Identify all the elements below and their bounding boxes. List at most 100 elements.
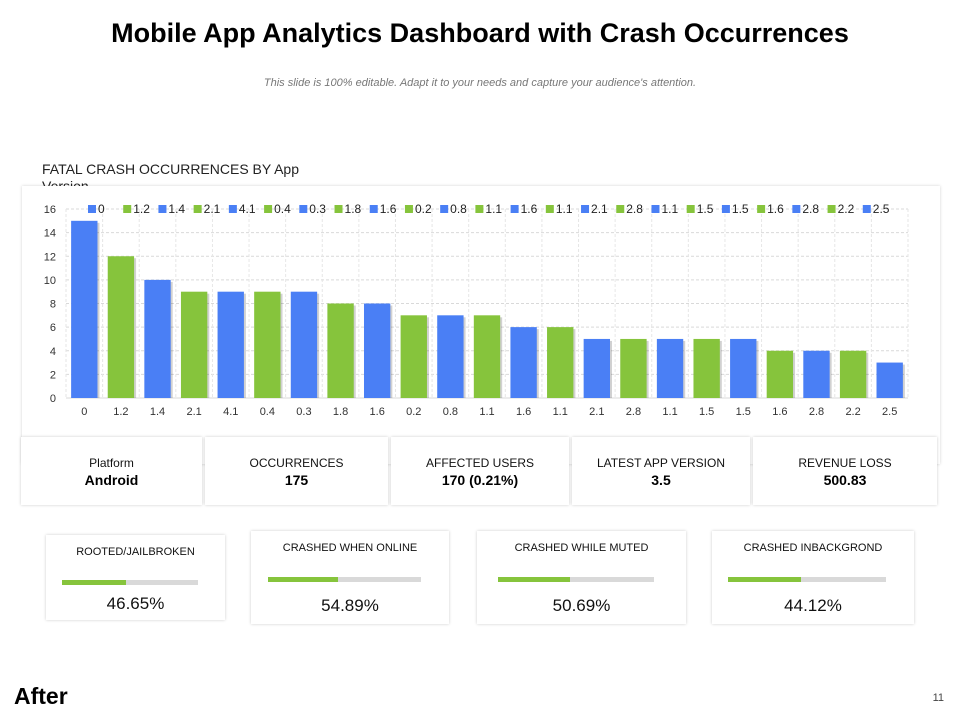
x-tick-label: 0.8 (443, 406, 458, 418)
metric-value: 54.89% (321, 596, 379, 615)
x-tick-label: 1.1 (553, 406, 568, 418)
legend-swatch (228, 205, 237, 213)
x-tick-label: 2.5 (882, 406, 897, 418)
x-tick-label: 0.2 (406, 406, 421, 418)
bar (437, 315, 464, 398)
stat-value: 170 (0.21%) (441, 472, 519, 488)
metric-label: ROOTED/JAILBROKEN (76, 546, 195, 558)
x-tick-label: 1.6 (370, 406, 385, 418)
bar (144, 279, 171, 398)
legend-label: 1.1 (485, 202, 502, 216)
legend-label: 0.3 (309, 202, 326, 216)
bar (180, 291, 208, 398)
legend-swatch (193, 205, 202, 213)
legend-label: 2.1 (591, 202, 608, 216)
x-tick-label: 1.8 (333, 406, 348, 418)
metric-card-background: CRASHED INBACKGROND 44.12% (712, 531, 914, 624)
y-tick-label: 6 (50, 322, 56, 334)
legend-label: 2.2 (838, 202, 855, 216)
metric-value: 50.69% (552, 596, 611, 615)
legend-swatch (827, 205, 836, 213)
x-tick-label: 2.8 (626, 406, 641, 418)
legend-label: 2.5 (873, 202, 890, 216)
metric-progress-fill (268, 577, 339, 582)
stat-value: 3.5 (651, 472, 671, 488)
slide-title: Mobile App Analytics Dashboard with Cras… (111, 18, 849, 48)
legend-swatch (686, 205, 695, 213)
metric-label: CRASHED INBACKGROND (743, 542, 883, 554)
bar (400, 315, 427, 398)
y-tick-label: 8 (50, 299, 56, 311)
legend-swatch (616, 205, 625, 213)
metric-progress-track (268, 577, 421, 582)
metric-value: 46.65% (106, 594, 165, 613)
legend-label: 4.1 (239, 202, 256, 216)
stat-value: 175 (284, 472, 309, 488)
legend-label: 0 (98, 202, 105, 216)
y-tick-label: 12 (44, 251, 56, 263)
legend-label: 2.8 (802, 202, 819, 216)
metric-label: CRASHED WHILE MUTED (514, 542, 649, 554)
legend-label: 0.8 (450, 202, 467, 216)
stat-value: 500.83 (823, 472, 867, 488)
legend-label: 1.6 (521, 202, 538, 216)
x-tick-label: 1.5 (699, 406, 714, 418)
metric-progress-track (62, 580, 198, 585)
legend-swatch (88, 205, 96, 213)
bar (583, 338, 611, 398)
bar (107, 256, 135, 398)
bar (290, 291, 318, 398)
legend-swatch (334, 205, 343, 213)
x-tick-label: 1.4 (150, 406, 165, 418)
bar (656, 338, 684, 398)
x-tick-label: 4.1 (223, 406, 238, 418)
y-tick-label: 10 (44, 275, 56, 287)
x-tick-label: 1.1 (662, 406, 677, 418)
legend-swatch (440, 205, 449, 213)
legend-label: 1.8 (345, 202, 362, 216)
bar (803, 350, 830, 398)
metric-value: 44.12% (784, 596, 842, 615)
metric-card-online: CRASHED WHEN ONLINE 54.89% (251, 531, 449, 624)
x-tick-label: 0.3 (296, 406, 311, 418)
legend-swatch (264, 205, 273, 213)
page-number: 11 (932, 692, 944, 704)
legend-swatch (721, 205, 730, 213)
metric-progress-fill (498, 577, 570, 582)
slide-subtitle: This slide is 100% editable. Adapt it to… (263, 77, 697, 89)
x-tick-label: 2.1 (589, 406, 604, 418)
legend-swatch (510, 205, 519, 213)
x-tick-label: 0.4 (260, 406, 275, 418)
x-tick-label: 1.6 (772, 406, 787, 418)
legend-swatch (299, 205, 308, 213)
bar (71, 220, 98, 398)
legend-label: 1.4 (168, 202, 185, 216)
stat-label: LATEST APP VERSION (596, 456, 726, 470)
y-tick-label: 14 (44, 228, 56, 240)
bar (327, 303, 354, 398)
metric-progress-fill (62, 580, 126, 585)
legend-swatch (862, 205, 871, 213)
bar-chart: 0 2 4 6 8 10 12 14 16 0 1.2 1.4 2.1 4.1 0.4 0.3 1.8 1.6 0.… (44, 202, 909, 418)
bar (547, 327, 574, 398)
bar (730, 338, 757, 398)
stat-label: AFFECTED USERS (425, 456, 534, 470)
legend-label: 1.2 (133, 202, 150, 216)
stat-card-affected-users: AFFECTED USERS 170 (0.21%) (391, 437, 569, 505)
stat-label: REVENUE LOSS (798, 456, 892, 470)
x-tick-label: 1.6 (516, 406, 531, 418)
metric-label: CRASHED WHEN ONLINE (282, 542, 418, 554)
legend-swatch (545, 205, 554, 213)
bar (510, 327, 537, 398)
metric-card-muted: CRASHED WHILE MUTED 50.69% (477, 531, 686, 624)
legend-label: 1.6 (767, 202, 784, 216)
y-tick-label: 2 (50, 369, 56, 381)
legend-label: 1.6 (380, 202, 397, 216)
x-tick-label: 2.1 (186, 406, 201, 418)
stat-card-occurrences: OCCURRENCES 175 (205, 437, 388, 505)
stat-value: Android (84, 472, 139, 488)
bar (473, 315, 501, 398)
chart-card: 0 2 4 6 8 10 12 14 16 0 1.2 1.4 2.1 4.1 0.4 0.3 1.8 1.6 0.… (22, 186, 940, 464)
legend-swatch (404, 205, 413, 213)
legend-label: 1.5 (732, 202, 749, 216)
